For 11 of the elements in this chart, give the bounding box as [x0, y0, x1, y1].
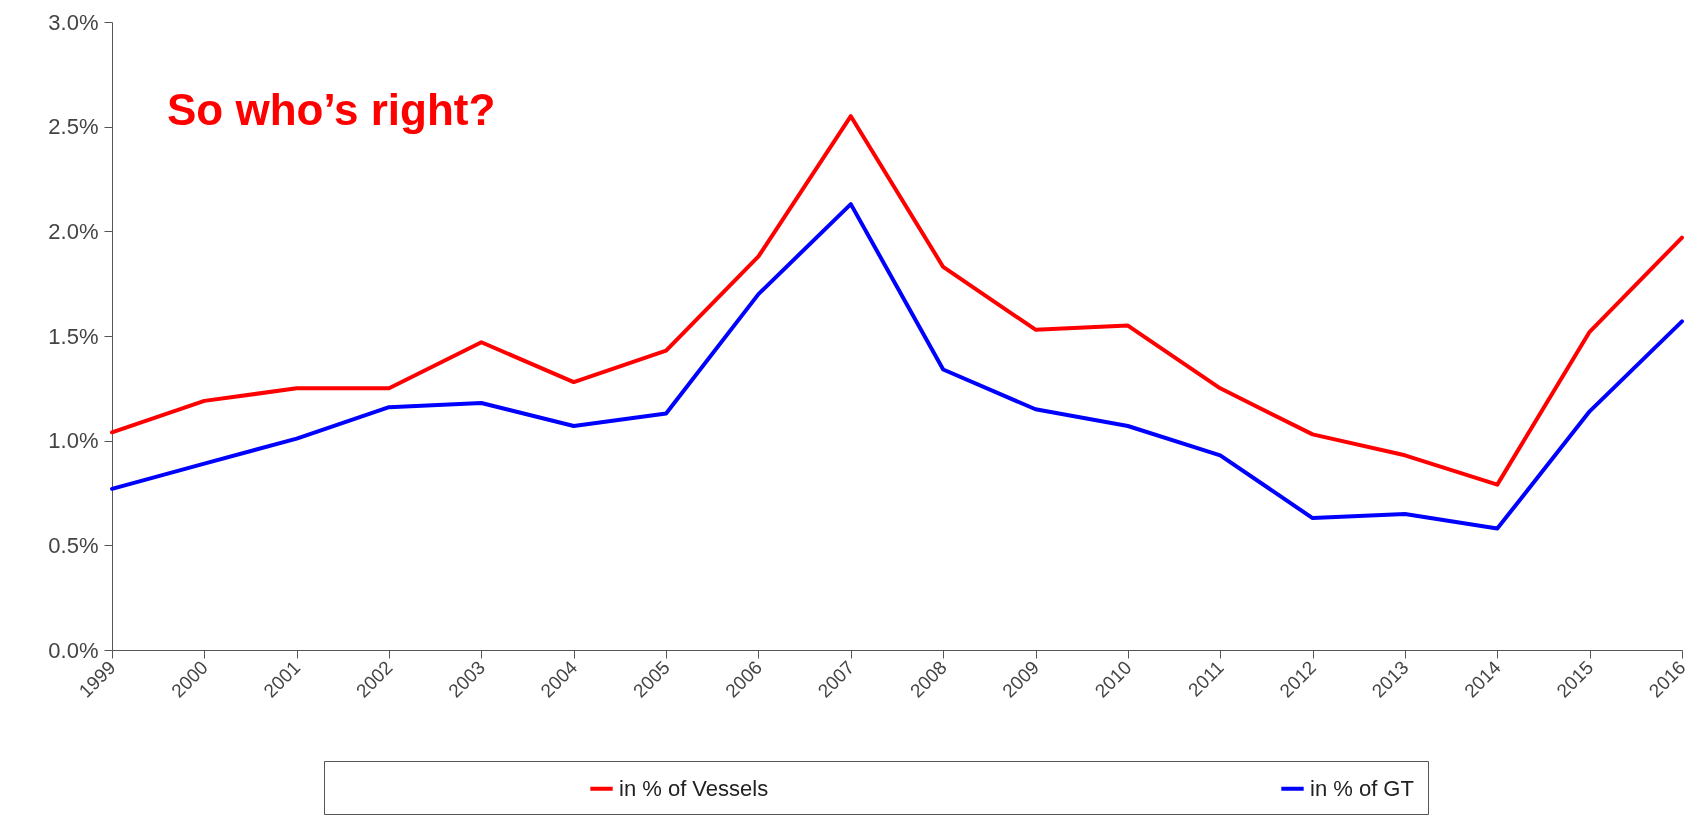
y-tick-label: 0.0%: [48, 637, 99, 663]
y-tick-label: 2.0%: [48, 218, 99, 244]
line-series: [110, 202, 1684, 531]
y-tick-label: 1.5%: [48, 323, 99, 349]
annotation: So who’s right?: [167, 85, 496, 134]
y-tick-label: 2.5%: [48, 114, 99, 140]
y-tick-label: 3.0%: [48, 9, 99, 35]
y-tick-label: 1.0%: [48, 428, 99, 454]
legend-label: in % of Vessels: [619, 775, 769, 801]
legend-label: in % of GT: [1310, 775, 1414, 801]
y-tick-label: 0.5%: [48, 532, 99, 558]
